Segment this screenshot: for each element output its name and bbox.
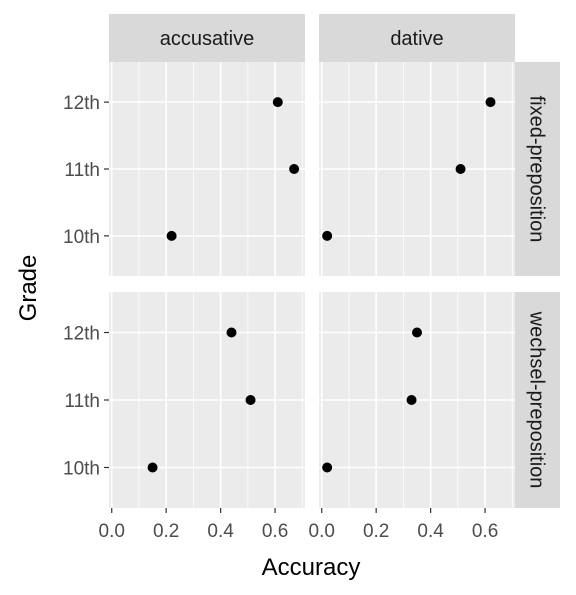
column-strip-label: accusative (160, 28, 255, 50)
data-point (148, 463, 158, 473)
y-axis-title: Grade (15, 255, 42, 322)
data-point (322, 463, 332, 473)
column-strip-label: dative (390, 28, 443, 50)
y-tick-label: 12th (63, 93, 100, 114)
x-tick-label: 0.6 (262, 521, 288, 542)
x-axis-title: Accuracy (262, 554, 361, 581)
x-tick-label: 0.0 (99, 521, 125, 542)
data-point (273, 97, 283, 107)
y-tick-label: 10th (63, 459, 100, 480)
data-point (407, 395, 417, 405)
data-point (289, 164, 299, 174)
y-tick-label: 12th (63, 324, 100, 345)
x-tick-label: 0.6 (472, 521, 498, 542)
row-strip-label: fixed-preposition (526, 96, 548, 243)
data-point (322, 231, 332, 241)
data-point (412, 328, 422, 338)
x-tick-label: 0.4 (207, 521, 234, 542)
x-tick-label: 0.2 (153, 521, 179, 542)
data-point (227, 328, 237, 338)
x-tick-label: 0.0 (309, 521, 335, 542)
data-point (167, 231, 177, 241)
y-tick-label: 11th (64, 160, 100, 181)
data-point (486, 97, 496, 107)
y-tick-label: 11th (64, 391, 100, 412)
x-tick-label: 0.4 (417, 521, 444, 542)
data-point (246, 395, 256, 405)
y-tick-label: 10th (63, 227, 100, 248)
data-point (456, 164, 466, 174)
x-tick-label: 0.2 (363, 521, 389, 542)
row-strip-label: wechsel-preposition (526, 311, 548, 489)
